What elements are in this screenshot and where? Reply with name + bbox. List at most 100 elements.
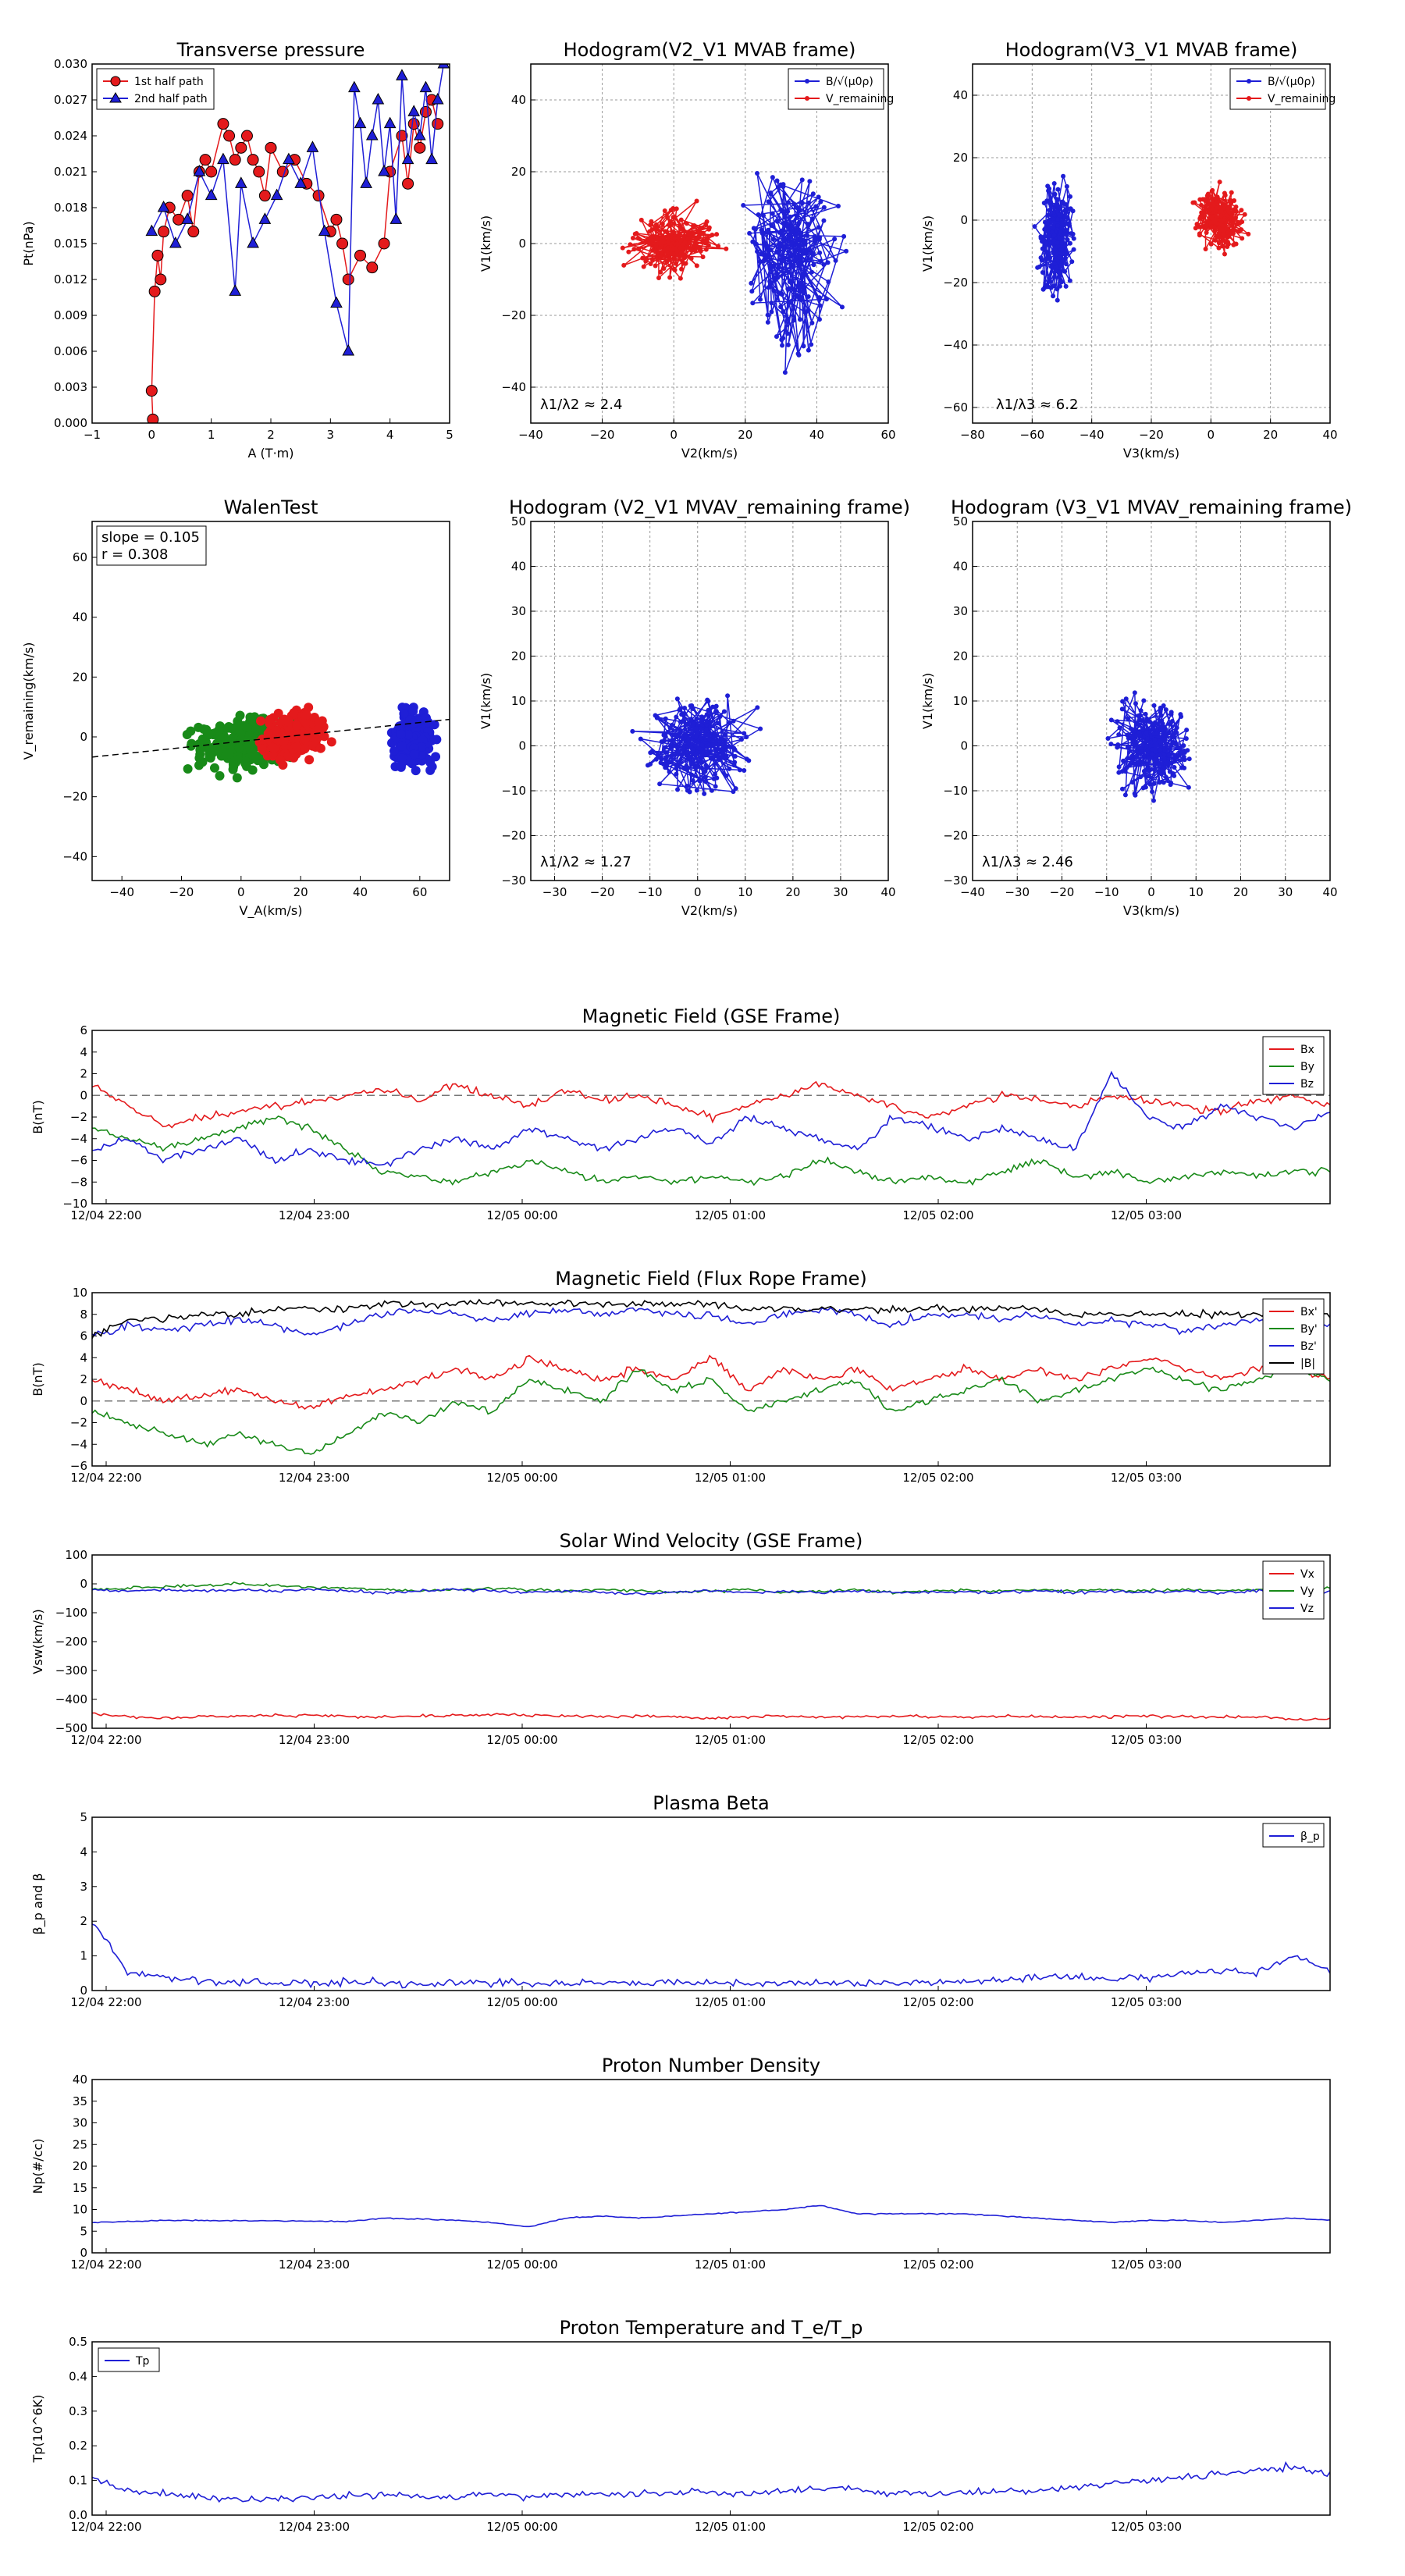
series-line: [92, 1298, 1330, 1340]
data-point: [695, 763, 701, 769]
data-point: [801, 286, 806, 292]
data-point: [768, 191, 774, 197]
data-point: [799, 243, 804, 248]
data-point: [336, 237, 349, 250]
data-point: [833, 258, 838, 263]
data-point: [784, 222, 790, 228]
data-point: [641, 264, 646, 269]
data-point: [1071, 247, 1076, 252]
y-tick-label: −30: [943, 873, 968, 888]
x-tick-label: 10: [1189, 885, 1204, 899]
data-point: [700, 254, 706, 260]
data-point: [802, 239, 808, 244]
data-point: [744, 735, 749, 740]
data-point: [1062, 208, 1068, 214]
data-point: [679, 266, 685, 272]
data-point: [1179, 749, 1185, 755]
data-point: [782, 236, 788, 241]
y-tick-label: −40: [943, 338, 968, 352]
data-point: [183, 764, 193, 774]
data-point: [746, 758, 752, 763]
y-tick-label: −2: [70, 1110, 87, 1124]
data-point: [712, 732, 717, 738]
data-point: [1142, 770, 1147, 776]
data-point: [630, 235, 635, 240]
y-tick-label: 0.015: [54, 237, 87, 251]
series-line: [92, 1923, 1330, 1989]
time-tick-label: 12/05 00:00: [486, 1995, 557, 2009]
data-point: [664, 754, 670, 760]
data-point: [214, 725, 224, 735]
data-point: [770, 211, 775, 216]
panel-title: WalenTest: [224, 496, 318, 518]
data-point: [301, 717, 311, 728]
data-point: [1158, 747, 1163, 753]
y-tick-label: 0: [518, 739, 526, 753]
data-point: [1068, 206, 1073, 212]
time-tick-label: 12/04 23:00: [279, 1471, 350, 1485]
data-point: [397, 741, 407, 751]
data-point: [1184, 728, 1190, 733]
y-tick-label: 0.1: [69, 2474, 87, 2488]
time-tick-label: 12/04 23:00: [279, 2520, 350, 2534]
data-point: [823, 297, 829, 302]
data-point: [695, 229, 701, 235]
data-point: [713, 771, 718, 777]
data-point: [1218, 239, 1223, 244]
data-point: [1133, 701, 1138, 706]
time-tick-label: 12/05 02:00: [902, 1733, 973, 1747]
panel-title: Plasma Beta: [653, 1792, 769, 1814]
data-point: [673, 261, 678, 266]
data-point: [706, 732, 711, 738]
data-point: [811, 262, 816, 268]
data-point: [699, 765, 704, 770]
y-tick-label: −4: [70, 1437, 87, 1451]
y-tick-label: 0.003: [54, 380, 87, 394]
data-point: [621, 262, 627, 268]
data-point: [777, 241, 782, 247]
series-line: [151, 98, 439, 420]
data-point: [732, 760, 738, 765]
data-point: [1161, 780, 1166, 785]
panel-beta: Plasma Beta β_p and β 0 1 2 3 4 5 12/04 22:00 12/…: [30, 1792, 1331, 2009]
data-point: [765, 312, 770, 318]
data-point: [318, 224, 331, 237]
legend-label: Bz': [1300, 1340, 1317, 1353]
data-point: [181, 212, 194, 224]
panel-title: Transverse pressure: [176, 39, 365, 61]
data-point: [759, 251, 764, 257]
data-point: [779, 228, 784, 233]
data-point: [648, 761, 653, 767]
data-point: [805, 233, 810, 238]
data-point: [1174, 725, 1179, 731]
y-tick-label: 50: [953, 514, 968, 528]
data-point: [687, 240, 692, 246]
data-point: [782, 370, 788, 375]
data-point: [222, 723, 233, 733]
panel-title: Hodogram (V2_V1 MVAV_remaining frame): [509, 496, 910, 518]
data-point: [258, 212, 272, 224]
data-point: [674, 696, 680, 702]
y-axis-label: Pt(nPa): [21, 221, 36, 265]
data-point: [809, 342, 814, 347]
data-point: [431, 752, 441, 762]
data-point: [774, 270, 780, 276]
x-tick-label: −20: [590, 885, 615, 899]
x-tick-label: −30: [1005, 885, 1030, 899]
plot-frame: [91, 1292, 1331, 1467]
time-tick-label: 12/04 22:00: [70, 1471, 141, 1485]
data-point: [717, 713, 723, 719]
time-tick-label: 12/05 01:00: [695, 1208, 766, 1222]
legend-box: [788, 68, 884, 110]
data-point: [750, 239, 756, 244]
data-point: [1240, 219, 1245, 225]
data-point: [402, 177, 414, 190]
data-point: [816, 194, 821, 200]
data-point: [253, 165, 265, 178]
data-point: [1203, 226, 1208, 231]
data-point: [747, 230, 752, 236]
data-point: [799, 281, 804, 286]
y-tick-label: −6: [70, 1154, 87, 1168]
data-point: [1060, 200, 1065, 205]
data-point: [697, 225, 702, 230]
